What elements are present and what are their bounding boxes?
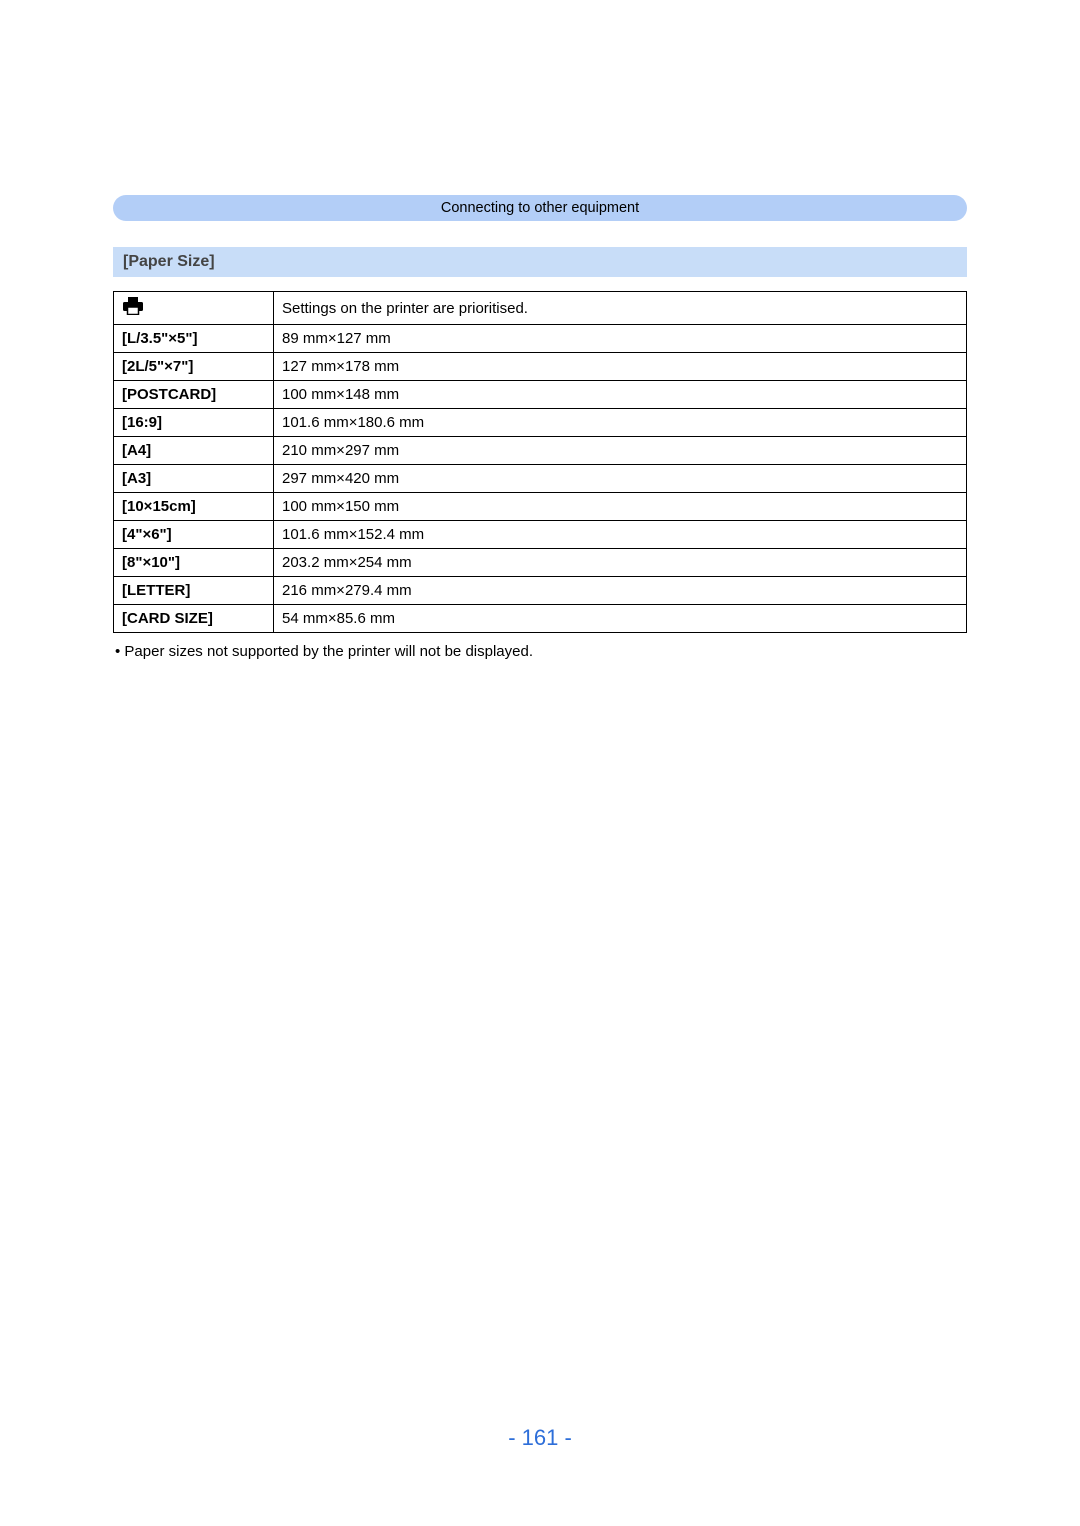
table-cell-label: [L/3.5"×5"] (114, 325, 274, 353)
table-row: [A3] 297 mm×420 mm (114, 465, 967, 493)
table-cell-label: [A3] (114, 465, 274, 493)
table-cell-desc: 127 mm×178 mm (274, 353, 967, 381)
table-cell-desc: 203.2 mm×254 mm (274, 549, 967, 577)
table-row: [LETTER] 216 mm×279.4 mm (114, 577, 967, 605)
table-row: [CARD SIZE] 54 mm×85.6 mm (114, 605, 967, 633)
table-row: [8"×10"] 203.2 mm×254 mm (114, 549, 967, 577)
breadcrumb-text: Connecting to other equipment (441, 200, 639, 216)
table-cell-desc: 100 mm×150 mm (274, 493, 967, 521)
table-row: [4"×6"] 101.6 mm×152.4 mm (114, 521, 967, 549)
table-row: [POSTCARD] 100 mm×148 mm (114, 381, 967, 409)
section-title-text: [Paper Size] (123, 253, 215, 270)
section-title: [Paper Size] (113, 247, 967, 277)
printer-icon-cell (114, 292, 274, 325)
table-cell-desc: 297 mm×420 mm (274, 465, 967, 493)
table-cell-desc: 54 mm×85.6 mm (274, 605, 967, 633)
table-row: Settings on the printer are prioritised. (114, 292, 967, 325)
note-text: • Paper sizes not supported by the print… (113, 643, 967, 660)
table-cell-label: [POSTCARD] (114, 381, 274, 409)
table-cell-desc: 101.6 mm×152.4 mm (274, 521, 967, 549)
printer-icon (122, 297, 144, 319)
table-cell-desc: 101.6 mm×180.6 mm (274, 409, 967, 437)
table-cell-label: [16:9] (114, 409, 274, 437)
page-container: Connecting to other equipment [Paper Siz… (0, 0, 1080, 1526)
table-cell-label: [CARD SIZE] (114, 605, 274, 633)
paper-size-table: Settings on the printer are prioritised.… (113, 291, 967, 633)
header-breadcrumb: Connecting to other equipment (113, 195, 967, 221)
table-cell-desc: 100 mm×148 mm (274, 381, 967, 409)
table-cell-desc: 216 mm×279.4 mm (274, 577, 967, 605)
table-row: [10×15cm] 100 mm×150 mm (114, 493, 967, 521)
table-row: [16:9] 101.6 mm×180.6 mm (114, 409, 967, 437)
table-row: [L/3.5"×5"] 89 mm×127 mm (114, 325, 967, 353)
table-row: [A4] 210 mm×297 mm (114, 437, 967, 465)
table-row: [2L/5"×7"] 127 mm×178 mm (114, 353, 967, 381)
page-number: - 161 - (0, 1425, 1080, 1451)
table-cell-desc: 210 mm×297 mm (274, 437, 967, 465)
table-body: Settings on the printer are prioritised.… (114, 292, 967, 633)
table-cell-label: [A4] (114, 437, 274, 465)
table-cell-label: [10×15cm] (114, 493, 274, 521)
table-cell-label: [8"×10"] (114, 549, 274, 577)
table-cell-label: [4"×6"] (114, 521, 274, 549)
table-cell-desc: 89 mm×127 mm (274, 325, 967, 353)
table-cell-desc: Settings on the printer are prioritised. (274, 292, 967, 325)
table-cell-label: [LETTER] (114, 577, 274, 605)
table-cell-label: [2L/5"×7"] (114, 353, 274, 381)
